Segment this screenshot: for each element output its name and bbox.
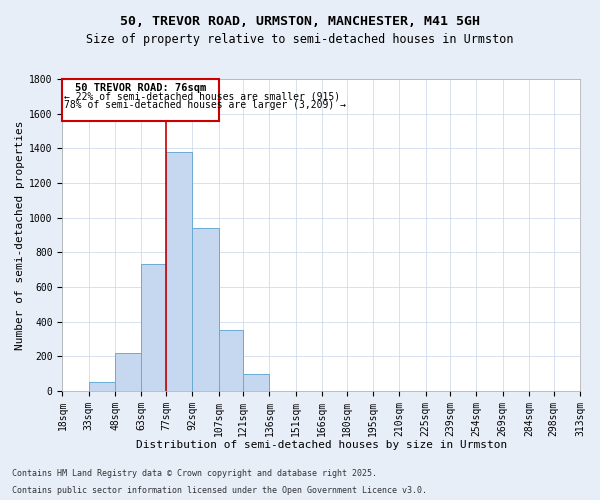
Text: 78% of semi-detached houses are larger (3,209) →: 78% of semi-detached houses are larger (… xyxy=(64,100,346,110)
Bar xyxy=(142,264,166,391)
Bar xyxy=(62,79,218,120)
Bar xyxy=(115,352,142,391)
Bar xyxy=(89,382,115,391)
Text: ← 22% of semi-detached houses are smaller (915): ← 22% of semi-detached houses are smalle… xyxy=(64,92,340,102)
Bar xyxy=(243,374,269,391)
Bar xyxy=(192,228,218,391)
Y-axis label: Number of semi-detached properties: Number of semi-detached properties xyxy=(15,120,25,350)
Text: 50, TREVOR ROAD, URMSTON, MANCHESTER, M41 5GH: 50, TREVOR ROAD, URMSTON, MANCHESTER, M4… xyxy=(120,15,480,28)
Text: Size of property relative to semi-detached houses in Urmston: Size of property relative to semi-detach… xyxy=(86,32,514,46)
Bar xyxy=(218,330,243,391)
Text: Contains HM Land Registry data © Crown copyright and database right 2025.: Contains HM Land Registry data © Crown c… xyxy=(12,468,377,477)
Text: Contains public sector information licensed under the Open Government Licence v3: Contains public sector information licen… xyxy=(12,486,427,495)
Bar xyxy=(166,152,192,391)
Text: 50 TREVOR ROAD: 76sqm: 50 TREVOR ROAD: 76sqm xyxy=(75,84,206,94)
X-axis label: Distribution of semi-detached houses by size in Urmston: Distribution of semi-detached houses by … xyxy=(136,440,507,450)
